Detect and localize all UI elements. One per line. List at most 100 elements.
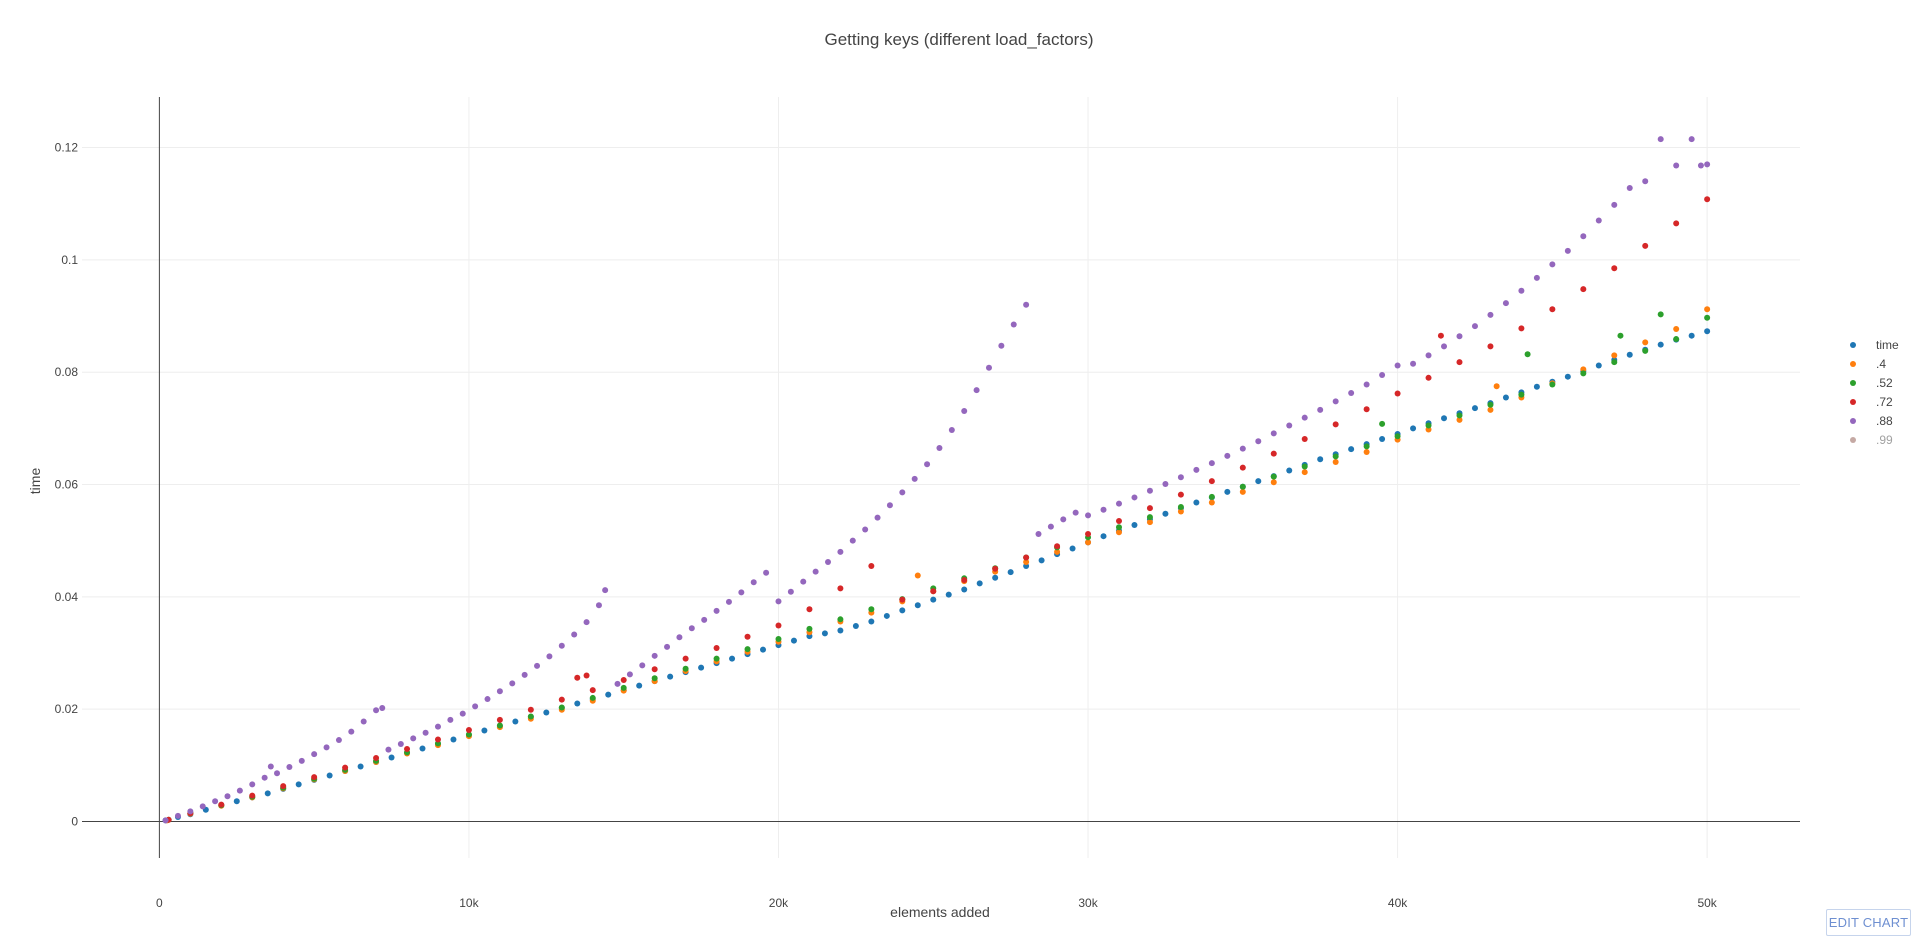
data-point: [744, 633, 751, 640]
data-point: [1626, 184, 1633, 191]
data-point: [1704, 328, 1711, 335]
legend-item[interactable]: .72: [1850, 395, 1893, 409]
data-point: [261, 774, 268, 781]
data-point: [1518, 287, 1525, 294]
data-point: [639, 662, 646, 669]
data-point: [800, 578, 807, 585]
data-point: [199, 803, 206, 810]
data-point: [419, 745, 426, 752]
data-point: [1286, 422, 1293, 429]
data-point: [976, 580, 983, 587]
data-point: [750, 579, 757, 586]
data-point: [1177, 474, 1184, 481]
legend-marker: [1850, 399, 1856, 405]
data-point: [651, 652, 658, 659]
data-point: [373, 707, 380, 714]
data-point: [713, 644, 720, 651]
edit-chart-button[interactable]: EDIT CHART: [1826, 909, 1911, 936]
y-tick-label: 0.06: [55, 478, 79, 492]
data-point: [1688, 332, 1695, 339]
legend-item[interactable]: .88: [1850, 414, 1893, 428]
data-point: [1642, 339, 1649, 346]
legend-item[interactable]: .52: [1850, 376, 1893, 390]
data-point: [1487, 311, 1494, 318]
data-point: [1270, 450, 1277, 457]
data-point: [311, 751, 318, 758]
data-point: [914, 602, 921, 609]
data-point: [1487, 406, 1494, 413]
data-point: [874, 514, 881, 521]
data-point: [1502, 300, 1509, 307]
data-point: [1394, 433, 1401, 440]
y-tick-label: 0.04: [55, 590, 79, 604]
data-point: [992, 565, 999, 572]
data-point: [852, 623, 859, 630]
data-point: [496, 688, 503, 695]
data-point: [1564, 247, 1571, 254]
data-point: [595, 602, 602, 609]
data-point: [1564, 373, 1571, 380]
data-point: [404, 746, 411, 753]
data-point: [945, 591, 952, 598]
data-point: [775, 635, 782, 642]
data-point: [924, 461, 931, 468]
data-point: [992, 574, 999, 581]
data-point: [1035, 530, 1042, 537]
data-point: [698, 664, 705, 671]
data-point: [410, 735, 417, 742]
legend-item[interactable]: .99: [1850, 433, 1893, 447]
data-point: [1177, 508, 1184, 515]
data-point: [1394, 390, 1401, 397]
legend-marker: [1850, 361, 1856, 367]
data-point: [1208, 493, 1215, 500]
series-72: [165, 196, 1711, 823]
data-point: [620, 684, 627, 691]
data-point: [589, 687, 596, 694]
data-point: [868, 606, 875, 613]
data-point: [1100, 506, 1107, 513]
data-point: [1524, 351, 1531, 358]
data-point: [1704, 314, 1711, 321]
data-point: [1010, 321, 1017, 328]
data-point: [1085, 512, 1092, 519]
data-point: [1146, 487, 1153, 494]
data-point: [527, 706, 534, 713]
data-point: [1193, 466, 1200, 473]
data-point: [1704, 161, 1711, 168]
data-point: [738, 589, 745, 596]
data-point: [450, 736, 457, 743]
data-point: [605, 691, 612, 698]
data-point: [447, 716, 454, 723]
data-point: [233, 798, 240, 805]
data-point: [1162, 480, 1169, 487]
data-point: [1595, 362, 1602, 369]
y-tick-label: 0.02: [55, 702, 79, 716]
data-point: [985, 364, 992, 371]
data-point: [224, 793, 231, 800]
data-point: [1317, 456, 1324, 463]
data-point: [1673, 220, 1680, 227]
data-point: [326, 772, 333, 779]
data-point: [775, 598, 782, 605]
data-point: [667, 673, 674, 680]
legend-item[interactable]: time: [1850, 338, 1899, 352]
chart-title: Getting keys (different load_factors): [825, 30, 1094, 49]
data-point: [1069, 545, 1076, 552]
data-point: [1208, 460, 1215, 467]
data-point: [534, 662, 541, 669]
legend-item[interactable]: .4: [1850, 357, 1886, 371]
data-point: [1208, 478, 1215, 485]
data-point: [1379, 372, 1386, 379]
data-point: [1363, 443, 1370, 450]
data-point: [472, 703, 479, 710]
data-point: [1054, 543, 1061, 550]
data-point: [1502, 394, 1509, 401]
data-point: [837, 627, 844, 634]
data-point: [1332, 421, 1339, 428]
data-point: [1493, 383, 1500, 390]
data-point: [729, 655, 736, 662]
data-point: [682, 655, 689, 662]
data-point: [397, 740, 404, 747]
x-axis-title: elements added: [890, 904, 990, 920]
data-point: [236, 787, 243, 794]
